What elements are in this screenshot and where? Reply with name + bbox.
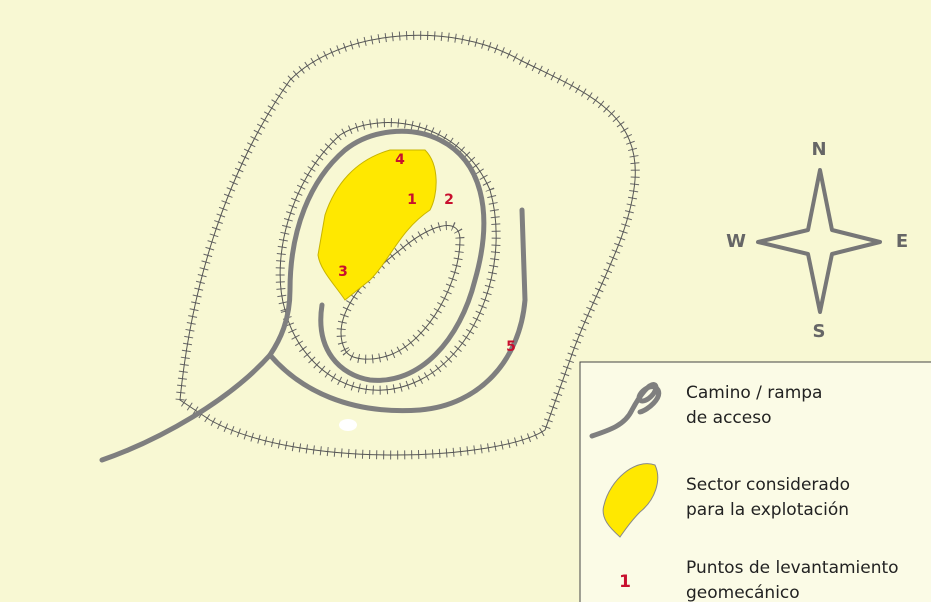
contours [175, 30, 640, 460]
legend-text: Camino / rampa [686, 383, 822, 403]
legend-text: de acceso [686, 408, 771, 428]
access-road [267, 207, 528, 414]
compass-n: N [811, 139, 826, 160]
legend-text: geomecánico [686, 583, 800, 602]
compass-e: E [896, 231, 908, 252]
point-label: 5 [506, 339, 516, 355]
exploitation-sector [317, 149, 437, 301]
point-label: 1 [407, 192, 417, 208]
legend-text: Sector considerado [686, 475, 850, 495]
point-label: 4 [395, 152, 405, 168]
compass-rose [756, 168, 882, 314]
legend: Camino / rampa de acceso Sector consider… [579, 361, 931, 602]
legend-point-symbol: 1 [619, 572, 631, 592]
point-label: 2 [444, 192, 454, 208]
compass-w: W [726, 231, 746, 252]
legend-text: Puntos de levantamiento [686, 558, 899, 578]
compass-s: S [813, 321, 826, 342]
legend-sector-icon [602, 463, 659, 538]
legend-text: para la explotación [686, 500, 849, 520]
legend-road-icon [589, 382, 662, 439]
blank-spot [339, 419, 357, 431]
point-label: 3 [338, 264, 348, 280]
